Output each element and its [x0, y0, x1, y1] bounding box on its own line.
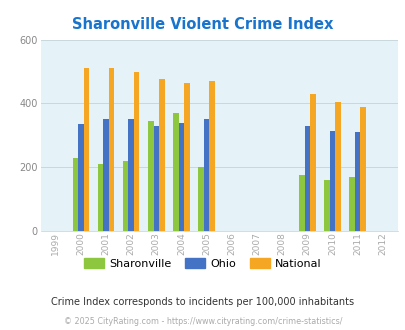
Bar [178, 122, 184, 231]
Text: Crime Index corresponds to incidents per 100,000 inhabitants: Crime Index corresponds to incidents per… [51, 297, 354, 307]
Bar [298, 175, 304, 231]
Bar [198, 167, 203, 231]
Legend: Sharonville, Ohio, National: Sharonville, Ohio, National [79, 253, 326, 273]
Bar [72, 158, 78, 231]
Bar [354, 132, 360, 231]
Bar [184, 82, 189, 231]
Bar [309, 94, 315, 231]
Bar [348, 177, 354, 231]
Bar [109, 68, 114, 231]
Bar [335, 102, 340, 231]
Bar [148, 121, 153, 231]
Bar [209, 81, 214, 231]
Bar [78, 124, 83, 231]
Bar [304, 126, 309, 231]
Bar [329, 130, 335, 231]
Bar [159, 79, 164, 231]
Bar [123, 161, 128, 231]
Bar [134, 72, 139, 231]
Bar [173, 113, 178, 231]
Bar [323, 180, 329, 231]
Text: © 2025 CityRating.com - https://www.cityrating.com/crime-statistics/: © 2025 CityRating.com - https://www.city… [64, 317, 341, 326]
Text: Sharonville Violent Crime Index: Sharonville Violent Crime Index [72, 17, 333, 32]
Bar [98, 164, 103, 231]
Bar [103, 119, 109, 231]
Bar [83, 68, 89, 231]
Bar [153, 126, 159, 231]
Bar [203, 119, 209, 231]
Bar [128, 119, 134, 231]
Bar [360, 107, 365, 231]
